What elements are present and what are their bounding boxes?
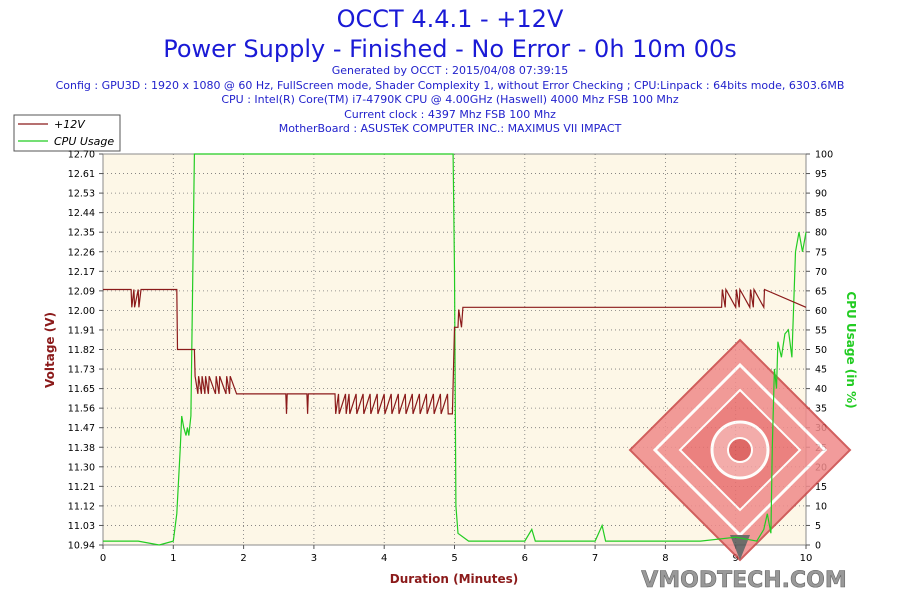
x-tick-label: 6	[522, 553, 528, 564]
y-tick-label: 12.35	[68, 228, 95, 239]
x-tick-label: 0	[100, 553, 106, 564]
y2-axis-label: CPU Usage (in %)	[844, 291, 858, 408]
y2-tick-label: 90	[815, 189, 827, 200]
y2-tick-label: 10	[815, 501, 827, 512]
y2-tick-label: 50	[815, 345, 827, 356]
y-tick-label: 12.00	[68, 306, 95, 317]
y-tick-label: 12.17	[68, 267, 95, 278]
y-tick-label: 12.44	[68, 208, 95, 219]
watermark-text: VMODTECH.COM	[641, 568, 847, 593]
x-tick-label: 5	[451, 553, 457, 564]
y-tick-label: 12.70	[68, 150, 95, 161]
y2-tick-label: 35	[815, 404, 827, 415]
clock-line: Current clock : 4397 Mhz FSB 100 Mhz	[344, 107, 556, 121]
y2-tick-label: 55	[815, 325, 827, 336]
y2-tick-label: 95	[815, 169, 827, 180]
x-axis-label: Duration (Minutes)	[390, 572, 518, 586]
motherboard-line: MotherBoard : ASUSTeK COMPUTER INC.: MAX…	[278, 122, 622, 135]
cpu-line: CPU : Intel(R) Core(TM) i7-4790K CPU @ 4…	[221, 93, 679, 106]
cpu-usage-series-line	[103, 153, 807, 546]
x-tick-label: 7	[592, 553, 598, 564]
y-tick-label: 12.26	[68, 247, 95, 258]
x-tick-label: 2	[240, 553, 246, 564]
legend: +12V CPU Usage	[13, 114, 121, 152]
y-tick-label: 11.03	[68, 521, 95, 532]
chart-subtitle: Power Supply - Finished - No Error - 0h …	[163, 35, 737, 63]
y-tick-label: 11.12	[68, 501, 95, 512]
legend-voltage-label: +12V	[54, 118, 86, 131]
y2-tick-label: 80	[815, 228, 827, 239]
y-tick-label: 11.82	[68, 345, 95, 356]
x-tick-label: 8	[662, 553, 668, 564]
y-tick-label: 11.65	[68, 384, 95, 395]
y-tick-label: 12.53	[68, 189, 95, 200]
y-tick-label: 11.30	[68, 462, 95, 473]
y2-tick-label: 85	[815, 208, 827, 219]
y-tick-label: 11.91	[68, 325, 95, 336]
y2-tick-label: 70	[815, 267, 827, 278]
y-tick-label: 12.61	[68, 169, 95, 180]
voltage-series-line	[103, 287, 807, 415]
y2-tick-label: 60	[815, 306, 827, 317]
y2-tick-label: 5	[815, 521, 821, 532]
y2-tick-label: 65	[815, 286, 827, 297]
y2-tick-label: 75	[815, 247, 827, 258]
x-tick-label: 10	[800, 553, 813, 564]
y-tick-label: 11.38	[68, 443, 95, 454]
x-tick-label: 9	[733, 553, 739, 564]
y2-tick-label: 100	[815, 150, 833, 161]
y-tick-label: 11.73	[68, 365, 95, 376]
y2-tick-label: 15	[815, 482, 827, 493]
y-tick-label: 11.47	[68, 423, 95, 434]
y-tick-label: 11.21	[68, 482, 95, 493]
x-tick-label: 3	[311, 553, 317, 564]
vmodtech-logo	[628, 338, 852, 562]
x-tick-label: 4	[381, 553, 387, 564]
y-axis-label: Voltage (V)	[43, 312, 57, 388]
config-line: Config : GPU3D : 1920 x 1080 @ 60 Hz, Fu…	[55, 78, 845, 92]
chart-title: OCCT 4.4.1 - +12V	[336, 5, 564, 33]
y2-tick-label: 45	[815, 365, 827, 376]
x-tick-label: 1	[170, 553, 176, 564]
y2-tick-label: 0	[815, 541, 821, 552]
y2-tick-label: 40	[815, 384, 827, 395]
y-tick-label: 11.56	[68, 404, 95, 415]
chart-header: OCCT 4.4.1 - +12V Power Supply - Finishe…	[0, 4, 900, 137]
y-tick-label: 10.94	[68, 541, 95, 552]
generated-line: Generated by OCCT : 2015/04/08 07:39:15	[331, 64, 569, 77]
legend-cpu-label: CPU Usage	[54, 135, 114, 148]
y-tick-label: 12.09	[68, 286, 95, 297]
